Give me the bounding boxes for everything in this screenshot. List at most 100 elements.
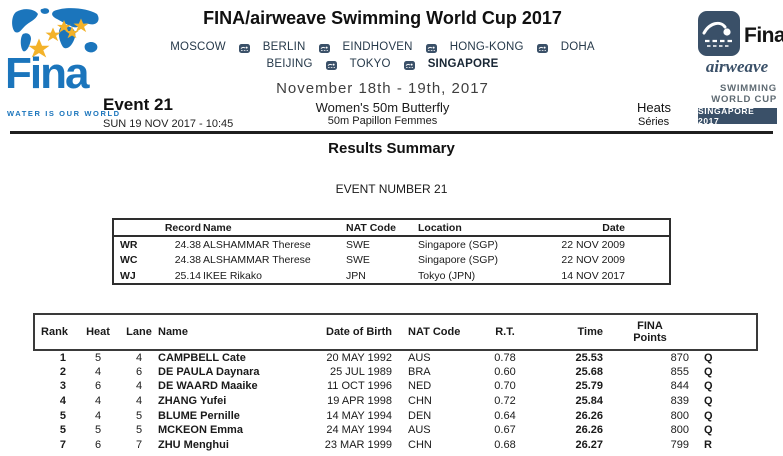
result-qualification: R	[704, 438, 712, 451]
result-qualification: Q	[704, 380, 713, 393]
result-lane: 5	[135, 409, 143, 422]
result-points: 839	[670, 395, 689, 408]
cities-row-1: MOSCOW BERLIN EINDHOVEN HONG-KON	[0, 41, 765, 53]
city-item: BERLIN	[226, 41, 306, 53]
result-nat: NED	[408, 380, 432, 393]
results-header-qual-spacer	[693, 313, 758, 351]
result-qualification: Q	[704, 395, 713, 408]
results-table-body: 1 5 4 CAMPBELL Cate 20 MAY 1992 AUS 0.78…	[34, 350, 757, 452]
results-table-header: Rank Heat Lane Name Date of Birth NAT Co…	[33, 313, 758, 351]
record-nat: JPN	[346, 269, 366, 282]
result-heat: 4	[94, 395, 102, 408]
result-nat: CHN	[408, 438, 432, 451]
result-time: 26.27	[575, 438, 603, 451]
result-rt: 0.78	[494, 351, 516, 364]
results-header-points-line2: Points	[633, 332, 667, 344]
fina-tagline: WATER IS OUR WORLD	[7, 109, 121, 118]
records-header-location: Location	[418, 219, 521, 237]
record-holder: IKEE Rikako	[203, 269, 262, 282]
result-heat: 5	[94, 351, 102, 364]
city-label: DOHA	[560, 41, 595, 53]
result-rank: 5	[59, 409, 66, 422]
result-rank: 4	[59, 395, 66, 408]
singapore-2017-badge: SINGAPORE 2017	[698, 106, 777, 126]
result-rt: 0.60	[494, 365, 516, 378]
event-name-en: Women's 50m Butterfly	[315, 100, 450, 115]
result-rt: 0.70	[494, 380, 516, 393]
city-label: SINGAPORE	[427, 58, 499, 70]
result-lane: 4	[135, 351, 143, 364]
city-item: TOKYO	[313, 58, 391, 70]
record-type: WJ	[120, 269, 136, 282]
record-time: 24.38	[174, 238, 201, 251]
result-dob: 19 APR 1998	[327, 395, 392, 408]
result-row: 5 5 5 MCKEON Emma 24 MAY 1994 AUS 0.67 2…	[34, 423, 757, 438]
result-heat: 4	[94, 365, 102, 378]
result-name: DE PAULA Daynara	[158, 365, 260, 378]
city-item: BEIJING	[266, 58, 312, 70]
result-time: 25.68	[575, 365, 603, 378]
record-time: 25.14	[174, 269, 201, 282]
record-type: WR	[120, 238, 138, 251]
result-name: DE WAARD Maaike	[158, 380, 258, 393]
round-label-fr: Séries	[638, 116, 670, 128]
result-dob: 14 MAY 1994	[326, 409, 392, 422]
record-location: Singapore (SGP)	[418, 238, 498, 251]
result-nat: CHN	[408, 395, 432, 408]
swimmer-separator-icon	[425, 43, 437, 53]
city-label: EINDHOVEN	[342, 41, 413, 53]
swimmer-separator-icon	[325, 60, 337, 70]
event-number-line: EVENT NUMBER 21	[335, 182, 448, 196]
records-table-body: WR 24.38 ALSHAMMAR Therese SWE Singapore…	[113, 236, 670, 284]
result-nat: AUS	[408, 351, 431, 364]
session-datetime: SUN 19 NOV 2017 - 10:45	[103, 118, 234, 130]
record-type: WC	[120, 254, 138, 266]
event-name-fr: 50m Papillon Femmes	[327, 115, 438, 127]
city-item: SINGAPORE	[391, 58, 499, 70]
result-heat: 6	[94, 380, 102, 393]
results-header-points-line1: FINA	[637, 320, 663, 332]
record-location: Tokyo (JPN)	[418, 269, 476, 282]
results-header-name: Name	[156, 313, 314, 351]
result-name: MCKEON Emma	[158, 424, 243, 437]
result-points: 800	[670, 424, 689, 437]
results-header-dob: Date of Birth	[314, 313, 396, 351]
result-time: 26.26	[575, 424, 603, 437]
city-item: DOHA	[524, 41, 595, 53]
result-lane: 4	[135, 380, 143, 393]
section-title: Results Summary	[328, 140, 455, 157]
result-lane: 7	[135, 438, 143, 451]
result-points: 855	[670, 365, 689, 378]
result-name: BLUME Pernille	[158, 409, 240, 422]
record-row: WC 24.38 ALSHAMMAR Therese SWE Singapore…	[113, 252, 670, 268]
record-holder: ALSHAMMAR Therese	[203, 254, 311, 266]
result-name: CAMPBELL Cate	[158, 351, 246, 364]
result-heat: 5	[94, 424, 102, 437]
sponsor-line1: SWIMMING	[719, 83, 777, 94]
result-heat: 6	[94, 438, 102, 451]
result-points: 870	[670, 351, 689, 364]
swimmer-separator-icon	[403, 60, 415, 70]
city-label: TOKYO	[349, 58, 391, 70]
record-nat: SWE	[346, 254, 370, 266]
fina-globe-logo	[12, 8, 99, 58]
record-row: WR 24.38 ALSHAMMAR Therese SWE Singapore…	[113, 236, 670, 252]
swimmer-separator-icon	[536, 43, 548, 53]
result-points: 844	[670, 380, 689, 393]
result-name: ZHANG Yufei	[158, 395, 227, 408]
result-qualification: Q	[704, 424, 713, 437]
result-row: 2 4 6 DE PAULA Daynara 25 JUL 1989 BRA 0…	[34, 365, 757, 380]
result-qualification: Q	[704, 365, 713, 378]
results-header-time: Time	[536, 313, 607, 351]
record-holder: ALSHAMMAR Therese	[203, 238, 311, 251]
result-heat: 4	[94, 409, 102, 422]
records-header-name: Name	[201, 219, 346, 237]
result-lane: 5	[135, 424, 143, 437]
result-dob: 24 MAY 1994	[326, 424, 392, 437]
city-item: EINDHOVEN	[306, 41, 413, 53]
date-range: November 18th - 19th, 2017	[276, 80, 489, 97]
round-label-en: Heats	[637, 100, 671, 115]
sponsor-line2: WORLD CUP	[711, 94, 777, 105]
record-nat: SWE	[346, 238, 370, 251]
